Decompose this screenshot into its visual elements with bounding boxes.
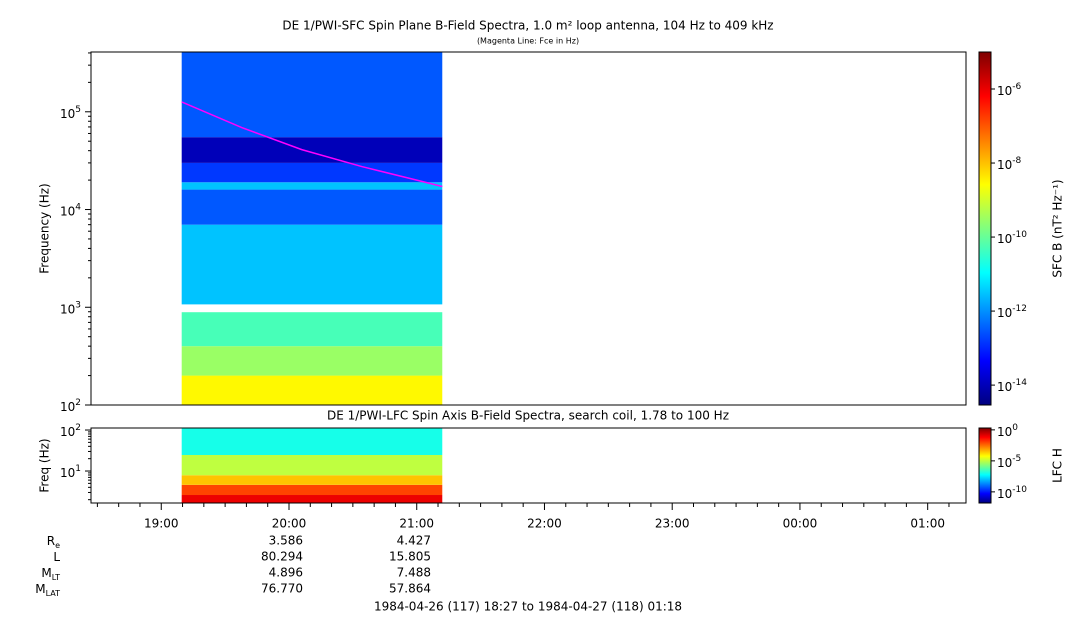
- ephemeris-value: 4.427: [397, 534, 431, 548]
- colorbar-tick-label: 10-12: [997, 304, 1027, 320]
- colorbar-tick-label-exp: -8: [1012, 156, 1021, 166]
- colorbar-tick-label-exp: -12: [1012, 304, 1027, 314]
- y-tick-label-base: 10: [60, 204, 75, 218]
- ephemeris-label-main: L: [53, 550, 60, 564]
- y-axis-label: Freq (Hz): [38, 438, 52, 492]
- colorbar-label: LFC H: [1051, 448, 1065, 483]
- y-tick-label-exp: 3: [75, 300, 81, 310]
- colorbar-tick-label-exp: 0: [1012, 422, 1018, 432]
- spectrogram-band: [181, 137, 443, 163]
- y-tick-label: 102: [60, 423, 81, 439]
- ephemeris-label: Re: [47, 534, 60, 550]
- ephemeris-label-sub: e: [55, 541, 60, 550]
- y-tick-label-base: 10: [60, 466, 75, 480]
- y-tick-label-base: 10: [60, 400, 75, 414]
- y-tick-label-exp: 5: [75, 104, 81, 114]
- y-tick-label: 101: [60, 464, 81, 480]
- colorbar-tick-label-base: 10: [997, 158, 1012, 172]
- ephemeris-value: 76.770: [261, 582, 303, 596]
- panel-title: DE 1/PWI-LFC Spin Axis B-Field Spectra, …: [327, 409, 729, 423]
- ephemeris-value: 57.864: [389, 582, 431, 596]
- x-tick-label: 21:00: [399, 517, 434, 531]
- x-tick-label: 19:00: [144, 517, 179, 531]
- colorbar-tick-label-base: 10: [997, 84, 1012, 98]
- colorbar-tick-label-base: 10: [997, 486, 1012, 500]
- y-tick-label: 102: [60, 398, 81, 414]
- spectrogram-band: [181, 475, 443, 485]
- fce-line: [181, 101, 443, 188]
- spectrogram-band: [181, 182, 443, 190]
- chart-title: DE 1/PWI-SFC Spin Plane B-Field Spectra,…: [282, 19, 773, 33]
- ephemeris-value: 80.294: [261, 550, 303, 564]
- x-tick-label: 23:00: [655, 517, 690, 531]
- colorbar-tick-label: 10-8: [997, 156, 1022, 172]
- y-tick-label-exp: 1: [75, 464, 81, 474]
- ephemeris-label-sub: LAT: [46, 589, 60, 598]
- colorbar: [978, 427, 992, 504]
- colorbar-tick-label: 10-10: [997, 484, 1027, 500]
- ephemeris-label-main: R: [47, 534, 55, 548]
- colorbar-tick-label-base: 10: [997, 232, 1012, 246]
- colorbar-tick-label-base: 10: [997, 380, 1012, 394]
- y-tick-label: 103: [60, 300, 81, 316]
- colorbar-tick-label: 10-10: [997, 230, 1027, 246]
- spectrogram-band: [181, 52, 443, 138]
- spectrogram-band: [181, 346, 443, 376]
- ephemeris-value: 3.586: [269, 534, 303, 548]
- x-tick-label: 22:00: [527, 517, 562, 531]
- y-tick-label-exp: 2: [75, 398, 81, 408]
- ephemeris-value: 15.805: [389, 550, 431, 564]
- spectrogram-band: [181, 162, 443, 183]
- spectrogram-band: [181, 224, 443, 305]
- colorbar-tick-label-base: 10: [997, 455, 1012, 469]
- colorbar-label: SFC B (nT² Hz⁻¹): [1051, 179, 1065, 277]
- colorbar-tick-label: 100: [997, 422, 1018, 438]
- spectrogram-band: [181, 484, 443, 496]
- colorbar-tick-label-exp: -10: [1012, 484, 1027, 494]
- colorbar-tick-label-base: 10: [997, 424, 1012, 438]
- colorbar-tick-label-exp: -5: [1012, 453, 1021, 463]
- colorbar-tick-label-base: 10: [997, 306, 1012, 320]
- spectrogram-band: [181, 375, 443, 405]
- x-tick-label: 01:00: [910, 517, 945, 531]
- spectrogram-band: [181, 454, 443, 476]
- footer: 1984-04-26 (117) 18:27 to 1984-04-27 (11…: [374, 600, 682, 614]
- ephemeris-label: L: [53, 550, 60, 564]
- plot-frame: [90, 51, 967, 406]
- colorbar: [978, 51, 992, 406]
- ephemeris-value: 7.488: [397, 566, 431, 580]
- colorbar-tick-label: 10-6: [997, 82, 1022, 98]
- chart-subtitle: (Magenta Line: Fce in Hz): [477, 37, 579, 46]
- plot-frame: [90, 427, 967, 504]
- colorbar-tick-label: 10-14: [997, 378, 1027, 394]
- y-tick-label: 105: [60, 104, 81, 120]
- colorbar-tick-label-exp: -6: [1012, 82, 1021, 92]
- y-tick-label-exp: 2: [75, 423, 81, 433]
- x-tick-label: 20:00: [272, 517, 307, 531]
- y-tick-label-base: 10: [60, 106, 75, 120]
- ephemeris-label-main: M: [41, 566, 51, 580]
- ephemeris-value: 4.896: [269, 566, 303, 580]
- y-tick-label: 104: [60, 202, 81, 218]
- ephemeris-label-sub: LT: [52, 573, 60, 582]
- colorbar-tick-label-exp: -10: [1012, 230, 1027, 240]
- spectrogram-band: [181, 428, 443, 455]
- x-tick-label: 00:00: [783, 517, 818, 531]
- ephemeris-label: MLT: [41, 566, 60, 582]
- colorbar-tick-label: 10-5: [997, 453, 1021, 469]
- ephemeris-label: MLAT: [35, 582, 60, 598]
- spectrogram-band: [181, 312, 443, 347]
- y-axis-label: Frequency (Hz): [38, 183, 52, 274]
- spectrogram-band: [181, 495, 443, 503]
- colorbar-tick-label-exp: -14: [1012, 378, 1027, 388]
- y-tick-label-base: 10: [60, 302, 75, 316]
- y-tick-label-base: 10: [60, 425, 75, 439]
- y-tick-label-exp: 4: [75, 202, 81, 212]
- ephemeris-label-main: M: [35, 582, 45, 596]
- spectrogram-band: [181, 189, 443, 225]
